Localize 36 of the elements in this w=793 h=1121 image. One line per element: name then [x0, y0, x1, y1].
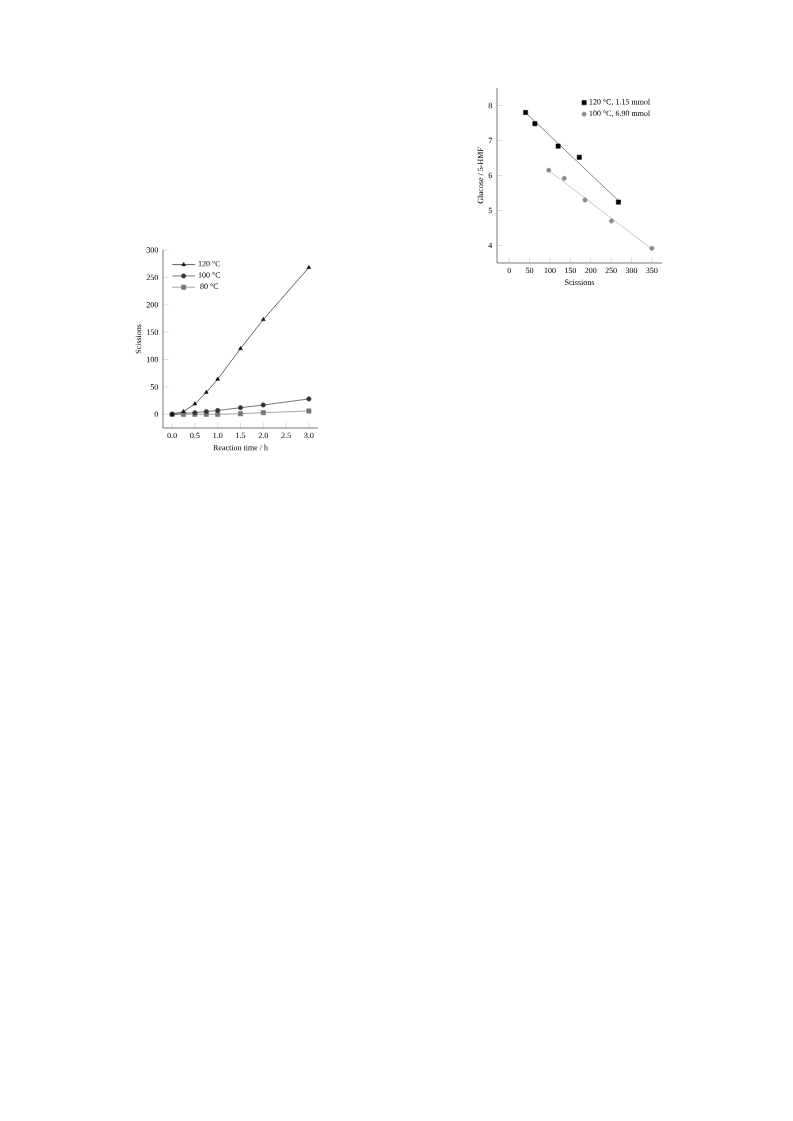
x-axis-title: Scissions	[565, 279, 595, 285]
x-tick-label: 200	[585, 267, 597, 274]
y-tick-label: 6	[488, 172, 493, 179]
x-tick-label: 0.0	[167, 432, 177, 439]
x-tick-label: 100	[544, 267, 556, 274]
x-tick-label: 300	[625, 267, 638, 274]
legend-label: 120 °C	[198, 260, 221, 267]
y-tick-label: 250	[146, 274, 158, 281]
legend-label: 100 °C	[198, 272, 221, 278]
x-tick-label: 50	[526, 267, 534, 274]
y-tick-label: 7	[488, 137, 493, 144]
x-tick-label: 3.0	[304, 432, 314, 439]
y-tick-label: 50	[150, 384, 158, 390]
x-tick-label: 150	[565, 267, 577, 274]
legend-label: 120 °C, 1.15 mmol	[589, 98, 650, 106]
x-tick-label: 350	[646, 267, 658, 274]
y-tick-label: 100	[147, 356, 158, 363]
x-tick-label: 0	[507, 267, 511, 274]
y-tick-label: 5	[488, 207, 492, 214]
x-tick-label: 0.5	[190, 432, 200, 439]
legend-label: 100 °C, 6.90 mmol	[589, 110, 650, 118]
y-tick-label: 200	[146, 302, 158, 308]
x-tick-label: 2.0	[258, 432, 268, 439]
y-tick-label: 4	[488, 242, 493, 249]
x-axis-title: Reaction time / h	[213, 444, 268, 451]
legend-label: 80 °C	[200, 283, 219, 289]
y-tick-label: 8	[488, 102, 492, 109]
x-tick-label: 2.5	[281, 432, 291, 439]
y-axis-title: Glucose / 5-HMF	[477, 147, 484, 204]
y-tick-label: 150	[147, 329, 158, 335]
x-tick-label: 1.0	[213, 432, 223, 439]
x-tick-label: 1.5	[236, 432, 246, 439]
y-axis-title: Scissions	[135, 324, 142, 354]
x-tick-label: 250	[605, 267, 617, 274]
y-tick-label: 300	[146, 247, 158, 253]
y-tick-label: 0	[154, 411, 158, 418]
